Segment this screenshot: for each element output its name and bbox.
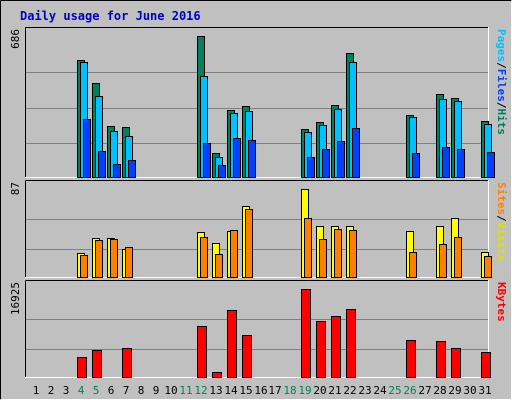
bar-pages-day-19 — [307, 157, 315, 178]
bar-sites-day-13 — [215, 254, 223, 278]
day-label-9: 9 — [153, 384, 160, 397]
day-label-27: 27 — [418, 384, 431, 397]
bar-sites-day-5 — [95, 240, 103, 278]
day-label-8: 8 — [138, 384, 145, 397]
day-label-6: 6 — [108, 384, 115, 397]
bar-pages-day-26 — [412, 153, 420, 178]
day-label-30: 30 — [463, 384, 476, 397]
day-label-7: 7 — [123, 384, 130, 397]
bar-kbytes-day-13 — [212, 372, 222, 378]
chart-title: Daily usage for June 2016 — [20, 9, 201, 23]
day-label-13: 13 — [209, 384, 222, 397]
legend-visits: Visits — [495, 222, 508, 262]
bar-pages-day-13 — [218, 165, 226, 178]
bar-kbytes-day-4 — [77, 357, 87, 378]
bar-pages-day-6 — [113, 164, 121, 178]
panel-mid: 87 Sites/Visits — [9, 180, 508, 278]
bar-sites-day-19 — [304, 218, 312, 278]
bar-sites-day-20 — [319, 239, 327, 278]
bar-kbytes-day-15 — [242, 335, 252, 378]
bar-pages-day-14 — [233, 138, 241, 178]
legend-pages: Pages — [495, 29, 508, 62]
day-label-10: 10 — [164, 384, 177, 397]
panel-top-legend: Pages/Files/Hits — [495, 29, 508, 135]
day-label-31: 31 — [478, 384, 491, 397]
day-label-18: 18 — [283, 384, 296, 397]
bar-pages-day-5 — [98, 151, 106, 178]
bar-sites-day-26 — [409, 252, 417, 278]
legend-separator: / — [495, 215, 508, 222]
panel-bot: 16925 KBytes — [9, 280, 508, 378]
bar-kbytes-day-26 — [406, 340, 416, 378]
day-label-12: 12 — [194, 384, 207, 397]
day-label-25: 25 — [388, 384, 401, 397]
day-label-26: 26 — [403, 384, 416, 397]
legend-sites: Sites — [495, 182, 508, 215]
bar-pages-day-28 — [442, 147, 450, 178]
panel-bot-max-label: 16925 — [9, 282, 22, 315]
bar-sites-day-28 — [439, 244, 447, 278]
bar-pages-day-7 — [128, 160, 136, 178]
bar-kbytes-day-12 — [197, 326, 207, 378]
day-label-21: 21 — [328, 384, 341, 397]
legend-separator: / — [495, 102, 508, 109]
bar-pages-day-21 — [337, 141, 345, 178]
bar-sites-day-22 — [349, 230, 357, 278]
day-label-23: 23 — [358, 384, 371, 397]
bar-pages-day-4 — [83, 119, 91, 178]
bar-kbytes-day-14 — [227, 310, 237, 378]
day-label-14: 14 — [224, 384, 238, 397]
bar-pages-day-22 — [352, 128, 360, 178]
bar-sites-day-4 — [80, 255, 88, 278]
legend-files: Files — [495, 69, 508, 102]
bar-pages-day-20 — [322, 149, 330, 178]
legend-separator: / — [495, 62, 508, 69]
panel-mid-max-label: 87 — [9, 182, 22, 195]
bar-kbytes-day-5 — [92, 350, 102, 378]
bar-kbytes-day-21 — [331, 316, 341, 378]
bar-pages-day-29 — [457, 149, 465, 178]
panel-bot-legend: KBytes — [495, 282, 508, 322]
day-label-16: 16 — [254, 384, 267, 397]
day-label-15: 15 — [239, 384, 252, 397]
bar-kbytes-day-22 — [346, 309, 356, 378]
legend-kbytes: KBytes — [495, 282, 508, 322]
day-label-3: 3 — [63, 384, 70, 397]
day-label-1: 1 — [33, 384, 40, 397]
day-label-19: 19 — [298, 384, 311, 397]
bar-sites-day-12 — [200, 237, 208, 278]
bar-sites-day-21 — [334, 229, 342, 278]
bar-kbytes-day-19 — [301, 289, 311, 378]
day-label-22: 22 — [343, 384, 356, 397]
bar-sites-day-29 — [454, 237, 462, 278]
bar-pages-day-31 — [487, 152, 495, 178]
bar-sites-day-31 — [484, 256, 492, 278]
bar-sites-day-6 — [110, 239, 118, 278]
bar-sites-day-15 — [245, 209, 253, 278]
day-label-20: 20 — [313, 384, 326, 397]
bar-sites-day-7 — [125, 247, 133, 278]
day-label-28: 28 — [433, 384, 446, 397]
panel-mid-legend: Sites/Visits — [495, 182, 508, 262]
bar-pages-day-15 — [248, 140, 256, 178]
bar-kbytes-day-28 — [436, 341, 446, 378]
day-label-29: 29 — [448, 384, 461, 397]
day-label-17: 17 — [268, 384, 281, 397]
bar-kbytes-day-20 — [316, 321, 326, 378]
bar-kbytes-day-31 — [481, 352, 491, 378]
day-label-2: 2 — [48, 384, 55, 397]
bar-sites-day-14 — [230, 230, 238, 278]
bar-pages-day-12 — [203, 143, 211, 178]
day-label-4: 4 — [78, 384, 85, 397]
panel-top: 686 Pages/Files/Hits — [9, 27, 508, 178]
panel-top-max-label: 686 — [9, 29, 22, 49]
legend-hits: Hits — [495, 109, 508, 136]
bar-kbytes-day-7 — [122, 348, 132, 378]
bar-kbytes-day-29 — [451, 348, 461, 378]
day-label-5: 5 — [93, 384, 100, 397]
day-label-11: 11 — [179, 384, 192, 397]
day-label-24: 24 — [373, 384, 387, 397]
